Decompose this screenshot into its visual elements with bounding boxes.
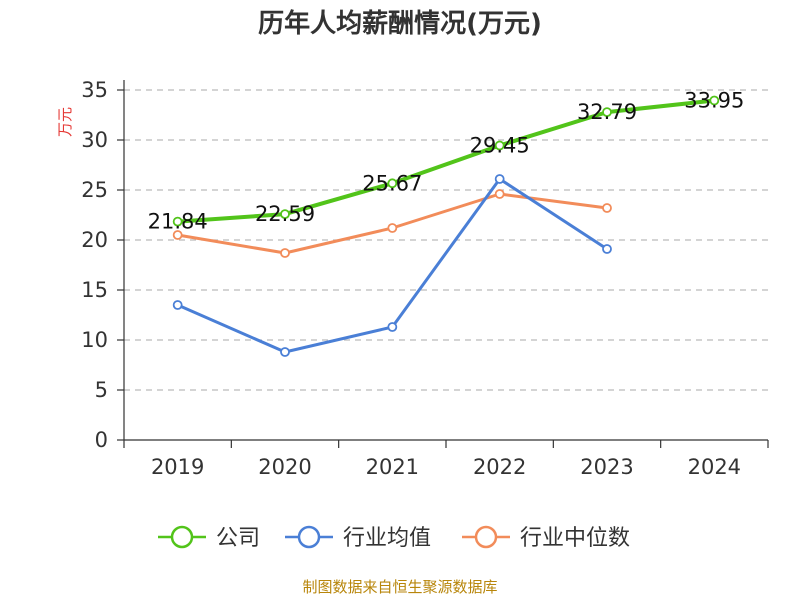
axes <box>117 80 769 448</box>
data-label: 22.59 <box>255 202 315 226</box>
legend-swatch-marker <box>297 525 321 549</box>
y-tick-label: 5 <box>95 378 108 402</box>
y-tick-label: 30 <box>81 128 108 152</box>
data-label: 29.45 <box>470 134 530 158</box>
x-tick-label: 2020 <box>258 455 311 479</box>
y-tick-label: 20 <box>81 228 108 252</box>
legend: 公司 行业均值 行业中位数 <box>158 525 630 551</box>
data-point <box>172 216 183 227</box>
data-label: 25.67 <box>362 171 422 195</box>
data-point <box>172 300 183 310</box>
data-point <box>172 230 183 240</box>
data-point <box>709 95 720 106</box>
series-group: 21.84 22.59 25.67 29.45 32.79 33.95 <box>148 89 745 357</box>
legend-item[interactable]: 行业中位数 <box>462 525 630 551</box>
x-tick-label: 2023 <box>580 455 633 479</box>
x-tick-label: 2022 <box>473 455 526 479</box>
data-point <box>602 203 612 213</box>
x-tick-label: 2021 <box>366 455 419 479</box>
data-point <box>280 347 290 357</box>
x-tick-labels: 2019 2020 2021 2022 2023 2024 <box>151 455 741 479</box>
series-1 <box>172 174 612 357</box>
data-source-note: 制图数据来自恒生聚源数据库 <box>302 578 497 596</box>
y-tick-label: 15 <box>81 278 108 302</box>
legend-label: 行业中位数 <box>520 526 630 551</box>
y-axis-label: 万元 <box>56 107 74 137</box>
data-point <box>602 107 612 117</box>
y-tick-labels: 0 5 10 15 20 25 30 35 <box>81 78 108 452</box>
x-tick-label: 2024 <box>688 455 741 479</box>
data-point <box>280 209 290 220</box>
data-label: 32.79 <box>577 100 637 124</box>
legend-label: 行业均值 <box>343 526 431 551</box>
data-point <box>387 322 398 332</box>
data-point <box>387 178 398 189</box>
legend-item[interactable]: 公司 <box>158 525 260 551</box>
legend-swatch-marker <box>170 525 194 549</box>
series-0 <box>172 95 720 227</box>
y-tick-label: 10 <box>81 328 108 352</box>
data-point <box>494 140 505 151</box>
legend-item[interactable]: 行业均值 <box>285 525 431 551</box>
y-tick-label: 0 <box>95 428 108 452</box>
data-label: 21.84 <box>148 210 208 234</box>
data-label: 33.95 <box>684 89 744 113</box>
chart-title: 历年人均薪酬情况(万元) <box>258 8 542 39</box>
data-point <box>602 244 612 254</box>
legend-swatch-marker <box>474 525 498 549</box>
series-line <box>177 98 715 224</box>
y-tick-label: 35 <box>81 78 108 102</box>
data-labels: 21.84 22.59 25.67 29.45 32.79 33.95 <box>148 89 745 234</box>
data-point <box>387 223 398 233</box>
series-2 <box>172 189 612 258</box>
gridlines <box>124 89 768 391</box>
legend-label: 公司 <box>216 526 260 551</box>
data-point <box>494 174 505 184</box>
y-tick-label: 25 <box>81 178 108 202</box>
data-point <box>280 248 290 258</box>
x-tick-label: 2019 <box>151 455 204 479</box>
data-point <box>494 189 505 199</box>
